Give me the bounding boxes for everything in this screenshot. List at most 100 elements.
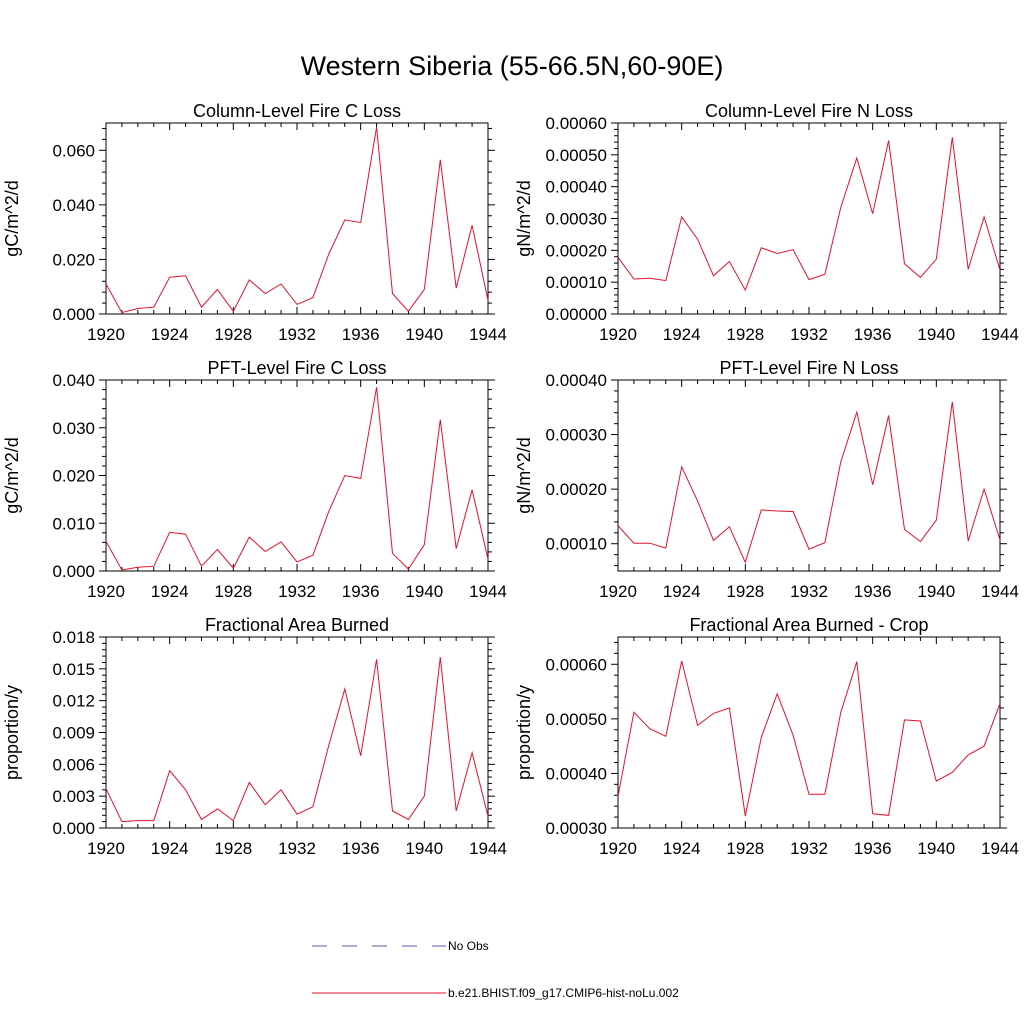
- x-tick-label: 1928: [726, 325, 764, 344]
- x-tick-label: 1932: [278, 582, 316, 601]
- y-tick-label: 0.030: [52, 419, 95, 438]
- x-tick-label: 1932: [790, 325, 828, 344]
- x-tick-label: 1940: [405, 325, 443, 344]
- x-tick-label: 1940: [917, 839, 955, 858]
- y-tick-label: 0.00030: [546, 210, 607, 229]
- y-tick-label: 0.000: [52, 305, 95, 324]
- y-axis-label: gC/m^2/d: [2, 437, 22, 513]
- x-tick-label: 1920: [599, 325, 637, 344]
- x-tick-label: 1944: [981, 582, 1019, 601]
- y-axis-label: gN/m^2/d: [514, 437, 534, 513]
- x-tick-label: 1928: [726, 839, 764, 858]
- plot-frame: [617, 122, 1001, 315]
- x-tick-label: 1928: [726, 582, 764, 601]
- x-tick-label: 1920: [87, 325, 125, 344]
- x-tick-label: 1920: [87, 582, 125, 601]
- x-tick-label: 1920: [87, 839, 125, 858]
- panel-3: PFT-Level Fire C Loss 1920 1924 1928 1932 193…: [2, 358, 507, 601]
- y-tick-label: 0.00040: [546, 764, 607, 783]
- y-tick-label: 0.003: [52, 787, 95, 806]
- y-tick-label: 0.000: [52, 562, 95, 581]
- x-tick-label: 1924: [151, 582, 189, 601]
- x-tick-label: 1944: [469, 839, 507, 858]
- y-tick-label: 0.00040: [546, 178, 607, 197]
- x-tick-label: 1940: [405, 582, 443, 601]
- x-tick-label: 1932: [790, 582, 828, 601]
- x-tick-label: 1932: [278, 839, 316, 858]
- x-tick-label: 1940: [405, 839, 443, 858]
- plot-frame: [105, 636, 489, 829]
- y-tick-label: 0.00060: [546, 655, 607, 674]
- y-tick-label: 0.00060: [546, 114, 607, 133]
- x-tick-label: 1936: [854, 582, 892, 601]
- series-line: [617, 660, 1001, 817]
- x-tick-label: 1940: [917, 325, 955, 344]
- y-tick-label: 0.00010: [546, 535, 607, 554]
- series-line: [105, 657, 489, 823]
- series-line: [105, 387, 489, 571]
- legend-label: No Obs: [448, 939, 489, 953]
- y-tick-label: 0.060: [52, 141, 95, 160]
- y-tick-label: 0.00030: [546, 819, 607, 838]
- x-tick-label: 1944: [469, 325, 507, 344]
- y-tick-label: 0.00050: [546, 710, 607, 729]
- y-axis-label: proportion/y: [2, 685, 22, 780]
- panel-6: Fractional Area Burned - Crop 1920 1924 192…: [514, 615, 1019, 858]
- x-tick-label: 1944: [981, 325, 1019, 344]
- y-tick-label: 0.018: [52, 628, 95, 647]
- x-tick-label: 1932: [278, 325, 316, 344]
- x-tick-label: 1944: [469, 582, 507, 601]
- y-tick-label: 0.006: [52, 755, 95, 774]
- y-tick-label: 0.00050: [546, 146, 607, 165]
- y-tick-label: 0.00000: [546, 305, 607, 324]
- x-tick-label: 1940: [917, 582, 955, 601]
- x-tick-label: 1920: [599, 839, 637, 858]
- panel-title: PFT-Level Fire C Loss: [207, 358, 386, 378]
- x-tick-label: 1928: [214, 582, 252, 601]
- panel-title: Column-Level Fire N Loss: [705, 101, 913, 121]
- x-tick-label: 1920: [599, 582, 637, 601]
- y-axis-label: gC/m^2/d: [2, 180, 22, 256]
- x-tick-label: 1936: [854, 839, 892, 858]
- y-tick-label: 0.00010: [546, 273, 607, 292]
- panel-4: PFT-Level Fire N Loss 1920 1924 1928 1932 193…: [514, 358, 1019, 601]
- x-tick-label: 1924: [663, 325, 701, 344]
- panel-2: Column-Level Fire N Loss 1920 1924 1928 1932…: [514, 101, 1019, 344]
- x-tick-label: 1924: [663, 582, 701, 601]
- x-tick-label: 1936: [342, 839, 380, 858]
- y-tick-label: 0.040: [52, 371, 95, 390]
- plot-frame: [105, 122, 489, 315]
- y-tick-label: 0.00020: [546, 480, 607, 499]
- legend: No Obs b.e21.BHIST.f09_g17.CMIP6-hist-noL…: [312, 939, 679, 1000]
- plot-frame: [617, 636, 1001, 829]
- y-tick-label: 0.000: [52, 819, 95, 838]
- y-axis-label: gN/m^2/d: [514, 180, 534, 256]
- panel-title: Fractional Area Burned - Crop: [689, 615, 928, 635]
- x-tick-label: 1944: [981, 839, 1019, 858]
- x-tick-label: 1928: [214, 839, 252, 858]
- y-tick-label: 0.010: [52, 514, 95, 533]
- y-tick-label: 0.020: [52, 467, 95, 486]
- y-tick-label: 0.009: [52, 724, 95, 743]
- y-tick-label: 0.00020: [546, 241, 607, 260]
- x-tick-label: 1924: [151, 325, 189, 344]
- plot-frame: [105, 379, 489, 572]
- x-tick-label: 1928: [214, 325, 252, 344]
- series-line: [617, 401, 1001, 564]
- y-tick-label: 0.012: [52, 692, 95, 711]
- y-tick-label: 0.040: [52, 196, 95, 215]
- series-line: [105, 127, 489, 314]
- series-line: [617, 137, 1001, 292]
- panel-title: PFT-Level Fire N Loss: [719, 358, 898, 378]
- panels: Column-Level Fire C Loss 1920 1924 1928 1932…: [2, 101, 1019, 858]
- y-tick-label: 0.015: [52, 660, 95, 679]
- y-tick-label: 0.00040: [546, 371, 607, 390]
- y-tick-label: 0.00030: [546, 426, 607, 445]
- y-tick-label: 0.020: [52, 250, 95, 269]
- x-tick-label: 1924: [663, 839, 701, 858]
- x-tick-label: 1936: [342, 325, 380, 344]
- panel-1: Column-Level Fire C Loss 1920 1924 1928 1932…: [2, 101, 507, 344]
- x-tick-label: 1932: [790, 839, 828, 858]
- x-tick-label: 1936: [854, 325, 892, 344]
